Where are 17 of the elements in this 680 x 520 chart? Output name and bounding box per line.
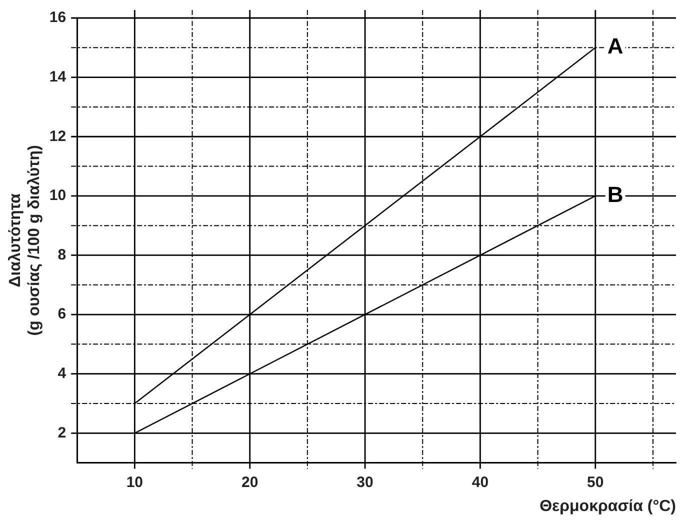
y-tick-label: 12 <box>49 128 66 145</box>
annotation: B <box>607 182 624 207</box>
x-tick-label: 40 <box>472 474 489 491</box>
annotation: A <box>607 34 624 59</box>
y-tick-label: 8 <box>58 246 66 264</box>
x-tick-label: 30 <box>356 474 374 491</box>
x-tick-label: 10 <box>126 474 144 491</box>
y-tick-label: 16 <box>49 9 66 26</box>
y-tick-label: 4 <box>58 364 67 382</box>
y-tick-label: 14 <box>49 68 67 86</box>
x-tick-label: 50 <box>587 474 604 491</box>
x-tick-label: 20 <box>242 474 258 491</box>
y-axis-title: Διαλυτότητα (g ουσίας /100 g διαλύτη) <box>7 145 44 336</box>
x-axis-title: Θερμοκρασία (°C) <box>540 498 676 515</box>
y-tick-label: 6 <box>58 306 66 323</box>
y-tick-label: 2 <box>58 424 66 442</box>
y-tick-label: 10 <box>49 187 66 204</box>
